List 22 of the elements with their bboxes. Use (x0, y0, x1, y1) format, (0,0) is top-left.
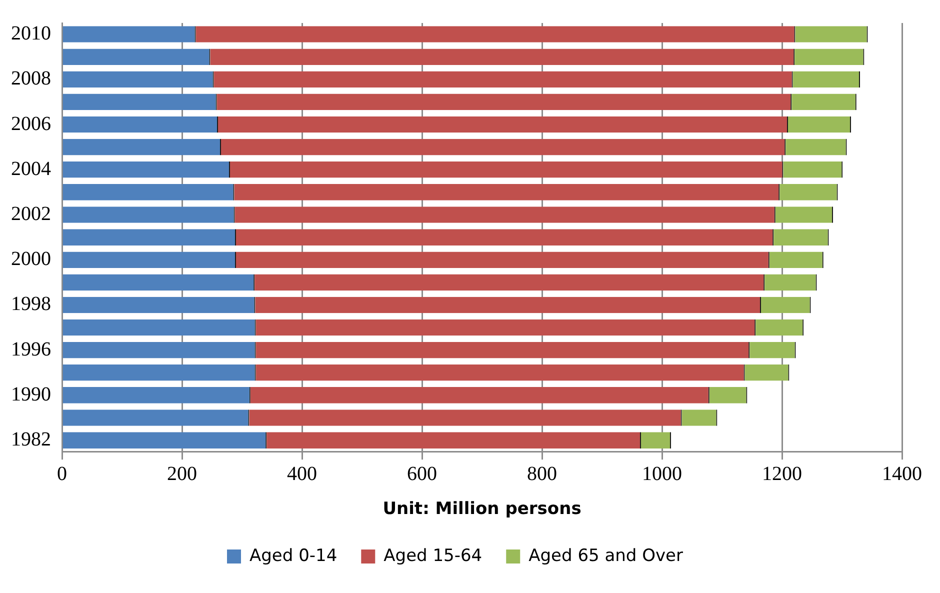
x-tick-label: 1200 (762, 462, 802, 485)
x-tick-label: 1400 (882, 462, 922, 485)
x-tick-label: 600 (407, 462, 437, 485)
y-tick-label: 1982 (11, 428, 51, 451)
x-tick-label: 400 (287, 462, 317, 485)
y-tick-label: 2004 (11, 158, 51, 180)
x-axis-title: Unit: Million persons (382, 499, 582, 520)
x-tick-label: 800 (527, 462, 557, 485)
y-tick-label: 1996 (11, 338, 51, 360)
legend-label: Aged 65 and Over (528, 546, 684, 566)
y-tick-label: 2000 (11, 248, 51, 270)
x-tick-label: 200 (167, 462, 197, 485)
x-tick-label: 0 (57, 462, 67, 485)
y-tick-label: 2010 (11, 22, 51, 45)
y-tick-label: 2006 (11, 112, 51, 135)
x-tick-label: 1000 (642, 462, 682, 485)
y-tick-label: 1998 (11, 293, 51, 316)
legend-label: Aged 0-14 (249, 546, 338, 566)
y-tick-label: 2002 (11, 202, 51, 225)
legend-label: Aged 15-64 (384, 546, 482, 566)
y-tick-label: 2008 (11, 68, 51, 90)
y-tick-label: 1990 (11, 383, 51, 406)
